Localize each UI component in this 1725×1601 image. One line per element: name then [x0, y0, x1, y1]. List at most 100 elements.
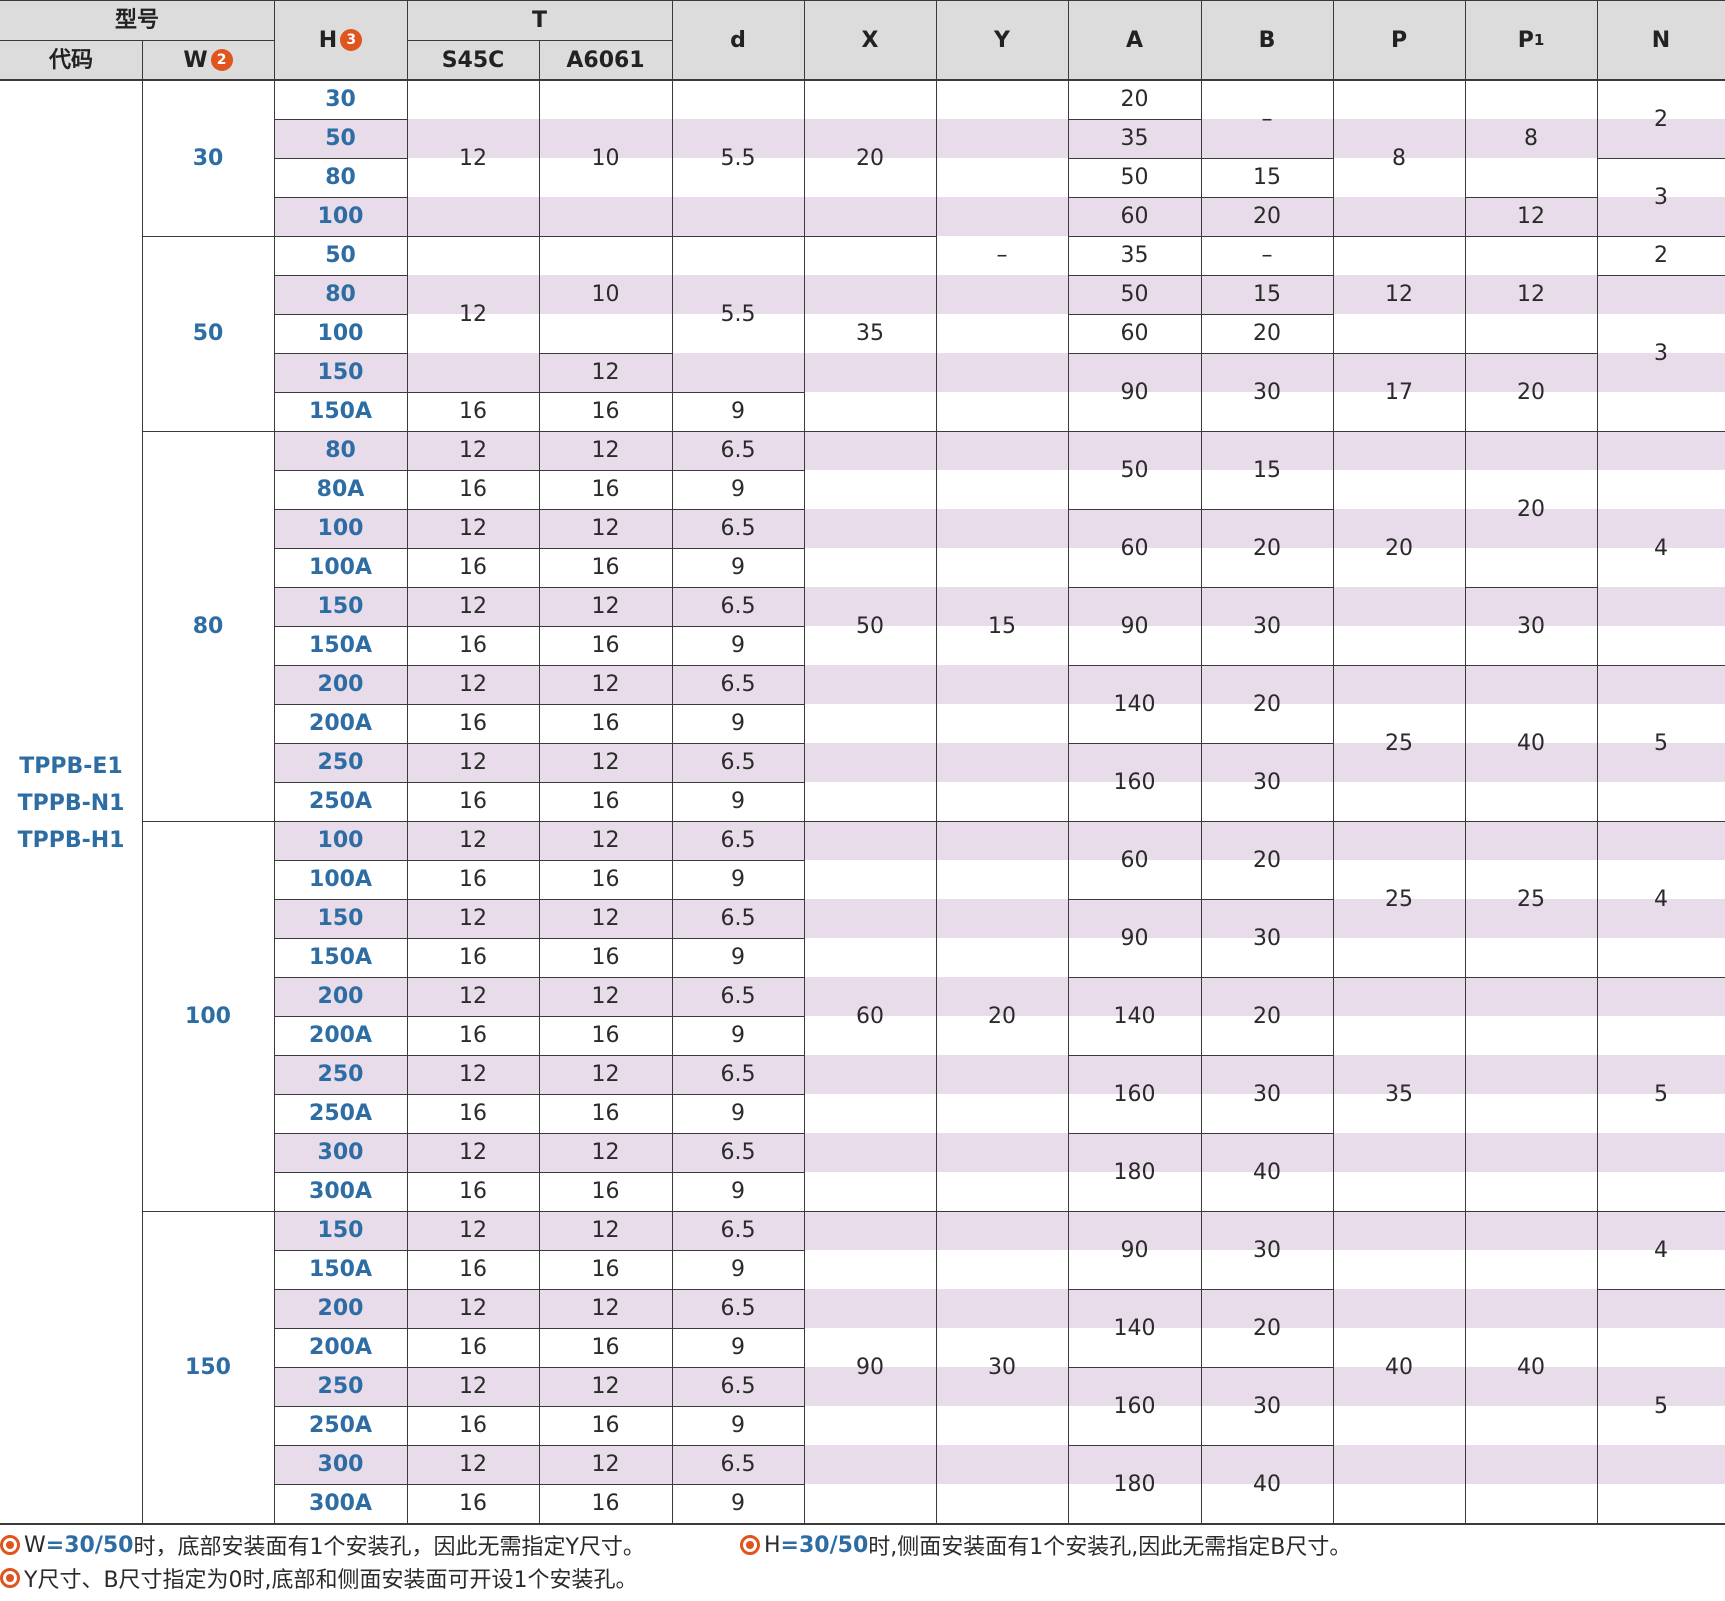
- row-divider: [1597, 665, 1725, 666]
- row-divider: [539, 548, 672, 549]
- b-value: 20: [1253, 691, 1281, 717]
- row-divider: [539, 665, 672, 666]
- row-divider: [1201, 821, 1333, 822]
- row-band: [274, 1367, 1725, 1406]
- row-divider: [274, 1133, 407, 1134]
- d-value: 6.5: [720, 438, 756, 463]
- row-divider: [407, 1094, 539, 1095]
- d-value: 9: [731, 555, 745, 580]
- note-highlight: =30/50: [45, 1532, 134, 1558]
- row-divider: [407, 1250, 539, 1251]
- row-divider: [672, 1172, 804, 1173]
- h-value: 200: [317, 1296, 364, 1321]
- row-divider: [539, 1172, 672, 1173]
- s45c-value: 12: [459, 828, 487, 853]
- row-divider: [1201, 1289, 1333, 1290]
- s45c-value: 16: [459, 1179, 487, 1204]
- note-highlight: =30/50: [780, 1532, 869, 1558]
- a-value: 160: [1113, 769, 1156, 795]
- d-value: 6.5: [720, 594, 756, 619]
- a-value: 50: [1120, 457, 1149, 483]
- a6061-value: 12: [591, 438, 620, 463]
- row-divider: [407, 665, 539, 666]
- d-value: 9: [731, 867, 745, 892]
- row-band: [274, 1055, 1725, 1094]
- a-value: 90: [1120, 925, 1149, 951]
- a6061-value: 12: [591, 1296, 620, 1321]
- h-value: 150A: [309, 399, 372, 424]
- row-divider: [1068, 821, 1201, 822]
- n-value: 5: [1654, 1081, 1668, 1107]
- h-value: 80A: [316, 477, 365, 502]
- p1-value: 25: [1517, 886, 1545, 912]
- row-band: [274, 587, 1725, 626]
- row-divider: [1068, 236, 1201, 237]
- row-divider: [274, 743, 407, 744]
- row-divider: [274, 1016, 407, 1017]
- b-value: 20: [1253, 204, 1281, 229]
- row-divider: [407, 782, 539, 783]
- y-value: 15: [988, 613, 1016, 639]
- note-text: 时，底部安装面有1个安装孔，因此无需指定Y尺寸。: [133, 1535, 645, 1560]
- row-divider: [1068, 314, 1201, 315]
- group-divider: [142, 236, 274, 237]
- note-text: Y尺寸、B尺寸指定为0时,底部和侧面安装面可开设1个安装孔。: [24, 1568, 638, 1593]
- row-divider: [672, 548, 804, 549]
- row-divider: [1465, 821, 1597, 822]
- a6061-value: 12: [591, 1374, 620, 1399]
- column-divider: [1597, 0, 1598, 1523]
- h-value: 150: [317, 906, 364, 931]
- h-value: 150A: [309, 633, 372, 658]
- a6061-value: 16: [591, 399, 620, 424]
- row-divider: [672, 1211, 804, 1212]
- row-divider: [274, 899, 407, 900]
- p1-value: [1465, 977, 1597, 1211]
- y-value: 30: [988, 1354, 1016, 1380]
- column-divider: [142, 40, 143, 1523]
- note-prefix: H: [764, 1532, 781, 1558]
- footnote-h: H =30/50 时,侧面安装面有1个安装孔,因此无需指定B尺寸。: [740, 1529, 1351, 1561]
- h-value: 250A: [309, 1413, 372, 1438]
- a-value: 140: [1113, 691, 1156, 717]
- row-divider: [804, 236, 936, 237]
- p1-value: 8: [1524, 126, 1538, 151]
- row-divider: [1597, 1289, 1725, 1290]
- row-divider: [1465, 431, 1597, 432]
- row-divider: [672, 509, 804, 510]
- h-value: 250A: [309, 1101, 372, 1126]
- d-value: 6.5: [720, 1140, 756, 1165]
- header-n: N: [1597, 0, 1725, 80]
- row-band: [274, 119, 1725, 158]
- row-divider: [1201, 1445, 1333, 1446]
- row-divider: [672, 782, 804, 783]
- row-divider: [672, 1250, 804, 1251]
- row-divider: [407, 1016, 539, 1017]
- p1-value: 40: [1517, 730, 1545, 756]
- p1-value: 12: [1517, 282, 1545, 307]
- row-divider: [1597, 158, 1725, 159]
- row-divider: [274, 938, 407, 939]
- h-value: 100A: [309, 867, 372, 892]
- row-divider: [274, 392, 407, 393]
- row-divider: [539, 431, 672, 432]
- row-divider: [1333, 821, 1465, 822]
- row-divider: [274, 470, 407, 471]
- d-value: 9: [731, 945, 745, 970]
- row-divider: [672, 236, 804, 237]
- p-value: 35: [1385, 1081, 1413, 1107]
- d-value: 9: [731, 789, 745, 814]
- b-value: –: [1261, 243, 1273, 268]
- s45c-value: 12: [459, 1218, 487, 1243]
- w-value: 50: [192, 321, 224, 346]
- row-divider: [274, 1250, 407, 1251]
- s45c-value: 16: [459, 633, 487, 658]
- row-divider: [274, 1211, 407, 1212]
- b-value: 30: [1253, 1237, 1281, 1263]
- d-value: 5.5: [720, 301, 756, 327]
- row-divider: [539, 1133, 672, 1134]
- d-value: 6.5: [720, 672, 756, 697]
- b-value: 30: [1253, 769, 1281, 795]
- row-divider: [1068, 431, 1201, 432]
